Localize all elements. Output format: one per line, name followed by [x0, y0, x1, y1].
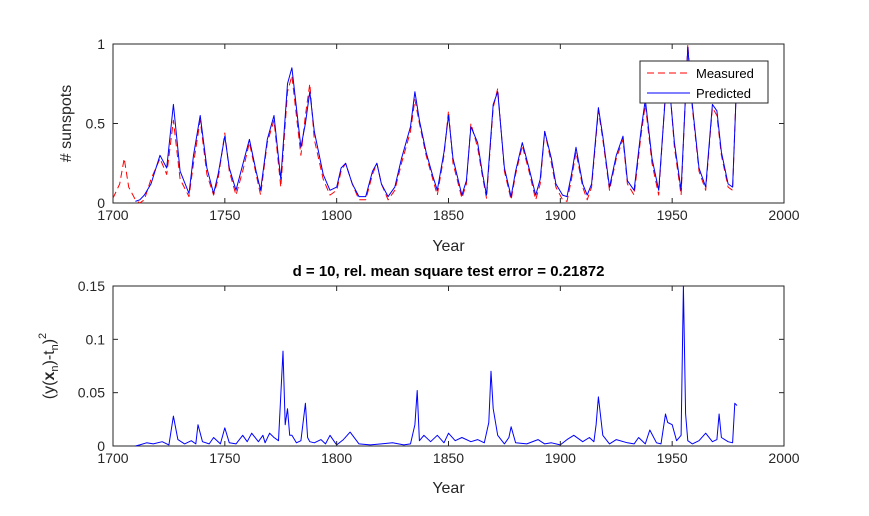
top-series-measured-line: [112, 43, 738, 204]
top-y-tick-label: 0.5: [86, 116, 106, 132]
top-y-tick-label: 0: [97, 195, 105, 211]
ylabel-part-open: (y(: [41, 380, 58, 399]
top-subplot: 1700 1750 1800 1850 1900 1950 2000 00.51 Year …: [58, 36, 800, 255]
bottom-y-tick-label: 0: [97, 438, 105, 454]
top-y-tick-label: 1: [97, 36, 105, 52]
bottom-y-ticks: 0 0.05 0.1 0.15: [78, 278, 784, 454]
bottom-x-ticks: 1700 1750 1800 1850 1900 1950 2000: [97, 286, 800, 466]
top-x-tick-label: 1800: [321, 207, 352, 223]
bottom-x-tick-label: 1700: [97, 450, 128, 466]
bottom-chart-title: d = 10, rel. mean square test error = 0.…: [293, 263, 605, 280]
top-series-predicted-line: [135, 46, 738, 202]
bottom-y-axis-label: (y(xn)-tn)2: [37, 333, 61, 399]
bottom-x-tick-label: 1950: [657, 450, 688, 466]
bottom-x-tick-label: 1800: [321, 450, 352, 466]
top-x-tick-label: 1700: [97, 207, 128, 223]
ylabel-part-close: ): [41, 339, 58, 344]
bottom-plot-area: [112, 285, 785, 447]
bottom-y-tick-label: 0.1: [86, 331, 106, 347]
legend: Measured Predicted: [639, 60, 769, 104]
bottom-x-tick-label: 1750: [209, 450, 240, 466]
bottom-x-tick-label: 1900: [545, 450, 576, 466]
top-x-ticks: 1700 1750 1800 1850 1900 1950 2000: [97, 44, 800, 223]
top-x-tick-label: 2000: [768, 207, 799, 223]
bottom-y-tick-label: 0.05: [78, 385, 105, 401]
ylabel-part-minus-t: )-t: [41, 350, 58, 366]
bottom-subplot: d = 10, rel. mean square test error = 0.…: [37, 263, 800, 497]
top-x-axis-label: Year: [432, 238, 465, 255]
top-y-ticks: 00.51: [86, 36, 784, 211]
top-series-group: [112, 43, 738, 204]
bottom-x-axis-label: Year: [432, 480, 465, 497]
ylabel-part-sup: 2: [37, 333, 49, 339]
bottom-series-group: [135, 285, 738, 447]
bottom-x-tick-label: 1850: [433, 450, 464, 466]
bottom-x-tick-label: 2000: [768, 450, 799, 466]
top-x-tick-label: 1900: [545, 207, 576, 223]
top-x-tick-label: 1850: [433, 207, 464, 223]
top-x-tick-label: 1950: [657, 207, 688, 223]
top-y-axis-label: # sunspots: [58, 85, 75, 162]
ylabel-part-sub2: n: [49, 344, 61, 350]
legend-label-predicted: Predicted: [696, 86, 751, 101]
ylabel-part-x: x: [41, 372, 58, 381]
top-x-tick-label: 1750: [209, 207, 240, 223]
ylabel-part-sub1: n: [49, 366, 61, 372]
bottom-series-0-line: [135, 285, 738, 447]
bottom-y-tick-label: 0.15: [78, 278, 105, 294]
legend-label-measured: Measured: [696, 66, 754, 81]
legend-box: [639, 60, 769, 104]
